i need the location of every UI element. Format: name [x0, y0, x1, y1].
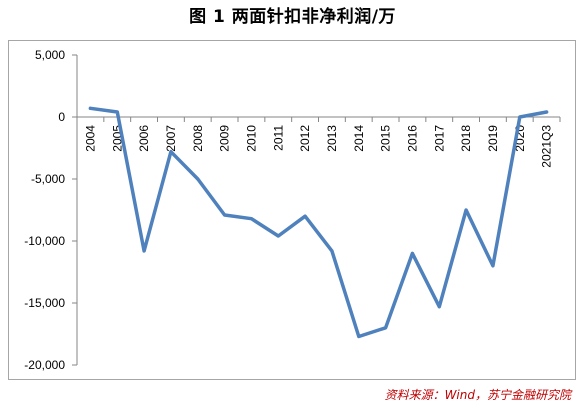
data-point: [223, 213, 227, 217]
x-tick-label: 2010: [244, 125, 258, 152]
data-point: [276, 234, 280, 238]
data-point: [545, 110, 549, 114]
y-tick-label: 5,000: [35, 48, 65, 62]
data-point: [384, 326, 388, 330]
data-point: [115, 110, 119, 114]
x-tick-label: 2013: [325, 125, 339, 152]
data-point: [464, 208, 468, 212]
x-tick-label: 2008: [191, 125, 205, 152]
chart-title: 图 1 两面针扣非净利润/万: [189, 7, 396, 27]
x-tick-label: 2009: [218, 125, 232, 152]
x-tick-label: 2014: [352, 125, 366, 152]
data-point: [357, 334, 361, 338]
x-tick-label: 2019: [486, 125, 500, 152]
data-point: [330, 249, 334, 253]
y-tick-label: -5,000: [31, 172, 65, 186]
x-tick-label: 2016: [405, 125, 419, 152]
x-tick-label: 2021Q3: [540, 125, 554, 168]
data-point: [169, 150, 173, 154]
x-tick-label: 2007: [164, 125, 178, 152]
data-point: [303, 214, 307, 218]
y-tick-label: -10,000: [24, 234, 65, 248]
x-tick-label: 2011: [271, 125, 285, 151]
chart-frame: [8, 40, 576, 380]
data-point: [88, 106, 92, 110]
data-point: [518, 115, 522, 119]
data-point: [196, 177, 200, 181]
data-point: [437, 305, 441, 309]
source-note: 资料来源：Wind，苏宁金融研究院: [384, 388, 571, 402]
x-tick-label: 2018: [459, 125, 473, 152]
y-tick-label: -15,000: [24, 296, 65, 310]
x-tick-label: 2012: [298, 125, 312, 152]
data-point: [249, 217, 253, 221]
data-point: [491, 264, 495, 268]
x-tick-label: 2006: [137, 125, 151, 152]
y-tick-label: -20,000: [24, 358, 65, 372]
data-point: [142, 249, 146, 253]
x-tick-label: 2017: [432, 125, 446, 152]
x-tick-label: 2004: [83, 125, 97, 152]
x-tick-label: 2015: [379, 125, 393, 152]
y-tick-label: 0: [58, 110, 65, 124]
data-point: [410, 251, 414, 255]
series-line: [88, 106, 549, 339]
